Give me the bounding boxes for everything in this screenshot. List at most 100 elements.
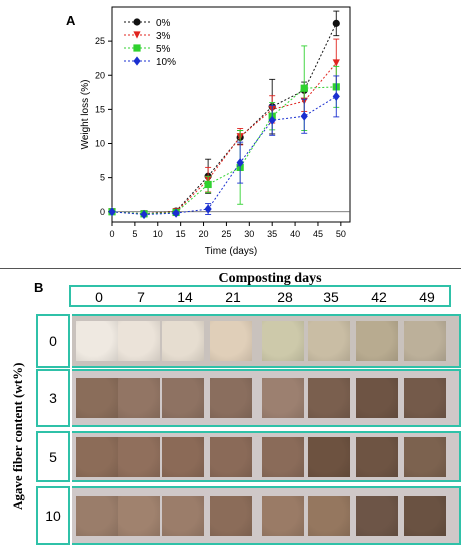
x-tick-label: 15 bbox=[176, 229, 186, 239]
series-3pct bbox=[108, 38, 340, 218]
sample-photo bbox=[76, 378, 118, 418]
y-tick-label: 20 bbox=[95, 70, 105, 80]
sample-photo bbox=[356, 436, 398, 477]
days-header-box: 0 7 14 21 28 35 42 49 bbox=[69, 285, 451, 307]
sample-photo bbox=[162, 495, 204, 536]
day-label: 42 bbox=[371, 289, 387, 305]
x-tick-label: 20 bbox=[199, 229, 209, 239]
data-point bbox=[172, 208, 180, 218]
sample-photo bbox=[262, 321, 304, 361]
legend-label: 10% bbox=[156, 57, 176, 68]
sample-photo bbox=[308, 378, 350, 418]
data-point bbox=[332, 91, 340, 102]
sample-photo bbox=[118, 495, 160, 536]
sample-row bbox=[72, 314, 461, 368]
sample-photo bbox=[162, 378, 204, 418]
sample-photo bbox=[262, 378, 304, 418]
fiber-content-axis-title: Agave fiber content (wt%) bbox=[10, 362, 25, 510]
series-5pct bbox=[108, 45, 340, 218]
sample-photo bbox=[308, 321, 350, 361]
legend-label: 0% bbox=[156, 18, 171, 29]
data-point bbox=[133, 56, 141, 66]
x-tick-label: 10 bbox=[153, 229, 163, 239]
fiber-content-label: 3 bbox=[36, 369, 70, 427]
data-point bbox=[268, 115, 276, 125]
data-point bbox=[300, 111, 308, 121]
sample-photo bbox=[210, 495, 252, 536]
data-point bbox=[133, 31, 141, 39]
sample-photo bbox=[356, 321, 398, 361]
data-point bbox=[133, 44, 141, 52]
fiber-content-label: 10 bbox=[36, 486, 70, 545]
y-tick-label: 15 bbox=[95, 104, 105, 114]
day-label: 28 bbox=[277, 289, 293, 305]
plot-frame bbox=[111, 6, 351, 223]
sample-photo bbox=[308, 495, 350, 536]
y-tick-label: 5 bbox=[100, 173, 105, 183]
data-point bbox=[332, 19, 340, 27]
legend: 0% 3% 5% 10% bbox=[124, 18, 176, 68]
data-point bbox=[300, 84, 308, 92]
x-tick-label: 5 bbox=[132, 229, 137, 239]
sample-photo bbox=[262, 436, 304, 477]
sample-row bbox=[72, 369, 461, 427]
day-label: 49 bbox=[419, 289, 435, 305]
data-point bbox=[332, 59, 340, 67]
sample-photo bbox=[210, 436, 252, 477]
day-label: 21 bbox=[225, 289, 241, 305]
x-tick-label: 50 bbox=[336, 229, 346, 239]
data-point bbox=[140, 209, 148, 220]
y-tick-label: 0 bbox=[100, 207, 105, 217]
panel-a-label: A bbox=[66, 13, 76, 28]
series-10pct bbox=[108, 75, 340, 220]
sample-photo bbox=[118, 436, 160, 477]
sample-row bbox=[72, 486, 461, 545]
x-tick-label: 25 bbox=[221, 229, 231, 239]
sample-row bbox=[72, 431, 461, 482]
sample-photo bbox=[76, 436, 118, 477]
x-tick-label: 35 bbox=[267, 229, 277, 239]
series-line bbox=[111, 86, 337, 215]
day-label: 14 bbox=[177, 289, 193, 305]
sample-photo bbox=[118, 321, 160, 361]
sample-photo bbox=[404, 436, 446, 477]
sample-photo bbox=[356, 495, 398, 536]
sample-photo bbox=[76, 495, 118, 536]
sample-photo bbox=[76, 321, 118, 361]
sample-photo bbox=[262, 495, 304, 536]
x-tick-label: 40 bbox=[290, 229, 300, 239]
sample-photo bbox=[404, 321, 446, 361]
y-axis-label: Weight loss (%) bbox=[80, 80, 91, 150]
panel-divider bbox=[0, 268, 461, 269]
x-tick-label: 0 bbox=[109, 229, 114, 239]
sample-photo bbox=[404, 378, 446, 418]
x-axis-label: Time (days) bbox=[205, 246, 257, 257]
sample-photo bbox=[118, 378, 160, 418]
sample-photo bbox=[210, 321, 252, 361]
data-point bbox=[204, 180, 212, 189]
sample-photo bbox=[162, 436, 204, 477]
y-tick-label: 10 bbox=[95, 139, 105, 149]
weight-loss-chart: 0 5 10 15 20 25 30 35 40 45 50 0 5 10 15 20 25 Time (days… bbox=[80, 6, 351, 257]
sample-photo bbox=[308, 436, 350, 477]
fiber-content-label: 5 bbox=[36, 431, 70, 482]
x-tick-label: 45 bbox=[313, 229, 323, 239]
day-label: 0 bbox=[95, 289, 103, 305]
fiber-content-label: 0 bbox=[36, 314, 70, 368]
x-tick-label: 30 bbox=[244, 229, 254, 239]
day-label: 7 bbox=[137, 289, 145, 305]
sample-photo bbox=[210, 378, 252, 418]
sample-photo bbox=[356, 378, 398, 418]
legend-label: 3% bbox=[156, 31, 171, 42]
y-tick-label: 25 bbox=[95, 36, 105, 46]
sample-photo bbox=[404, 495, 446, 536]
data-point bbox=[108, 207, 116, 217]
data-point bbox=[133, 18, 141, 26]
panel-b-label: B bbox=[34, 280, 44, 295]
legend-label: 5% bbox=[156, 44, 171, 55]
sample-photo bbox=[162, 321, 204, 361]
series-line bbox=[111, 95, 337, 215]
data-point bbox=[236, 158, 244, 168]
composting-days-title: Composting days bbox=[218, 271, 322, 286]
data-point bbox=[204, 204, 212, 214]
